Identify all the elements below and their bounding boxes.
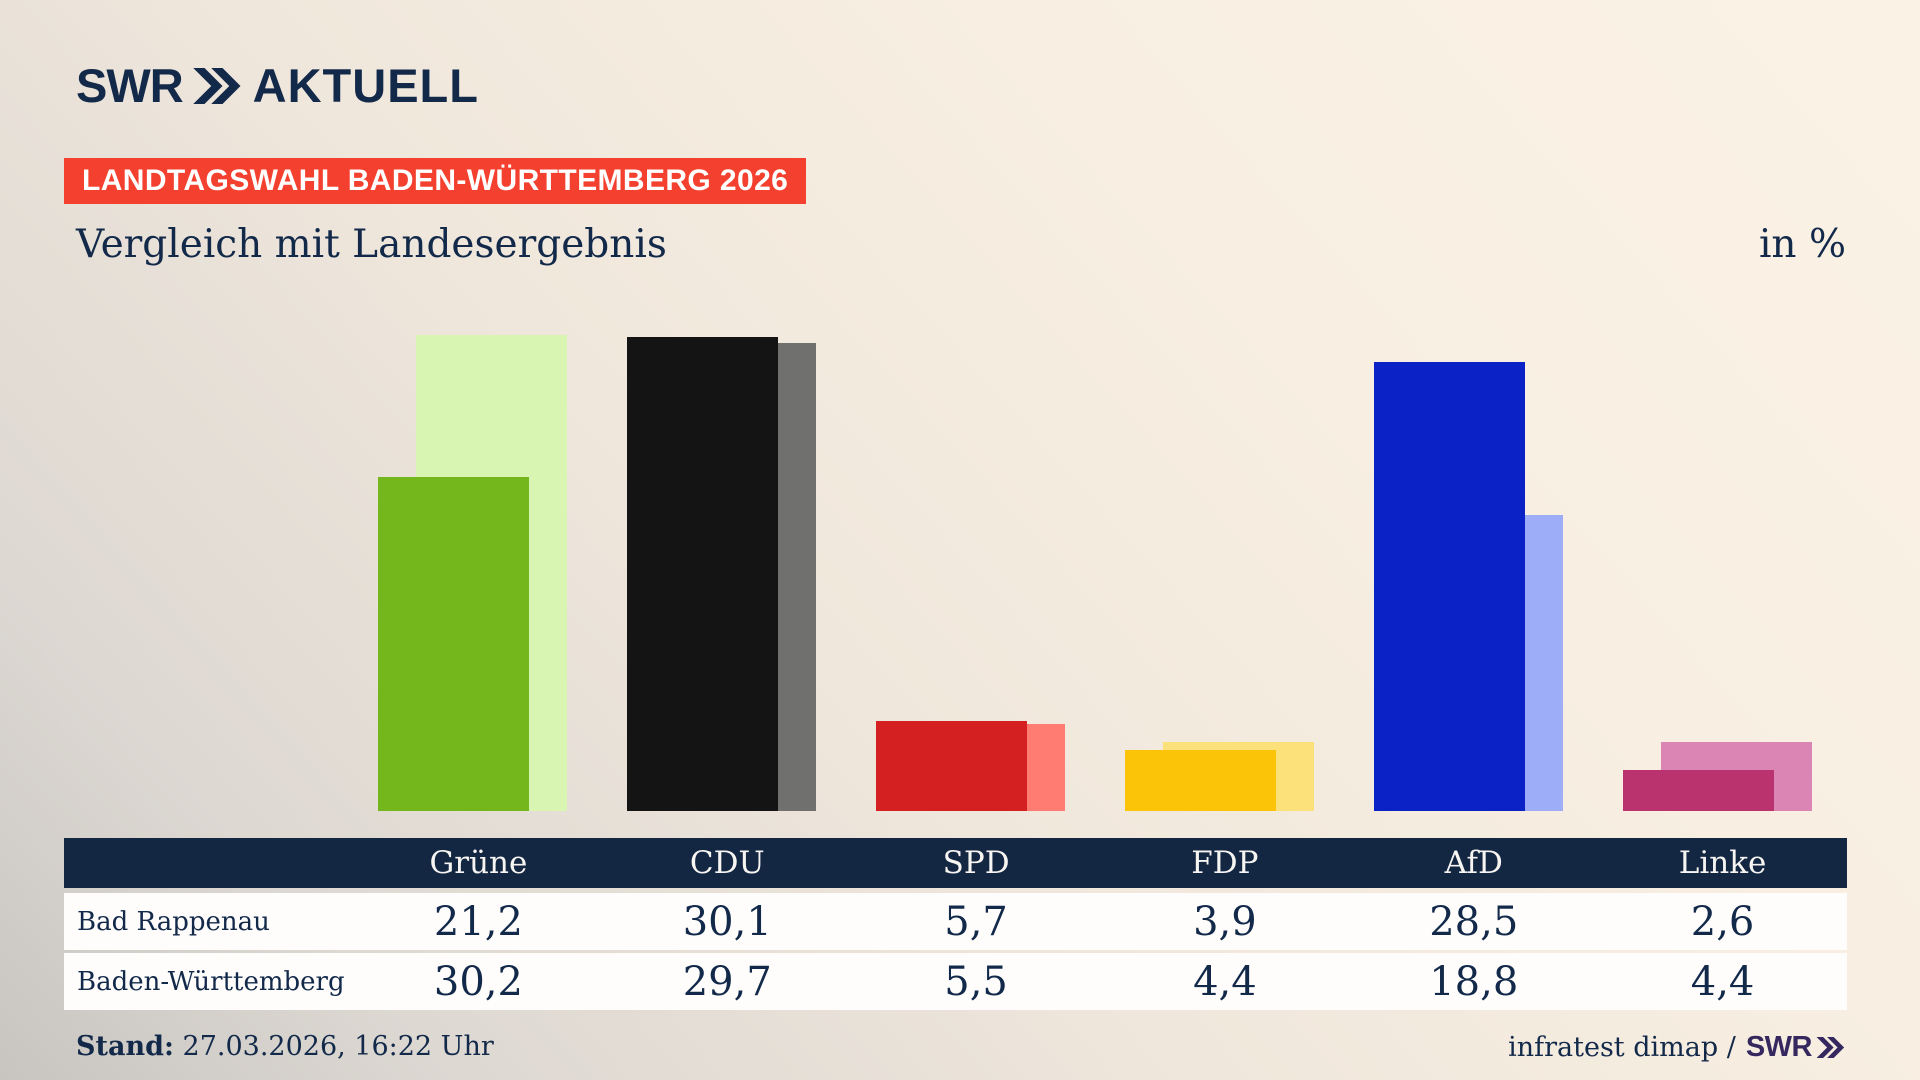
swr-chevrons-icon	[192, 67, 244, 104]
row-label: Bad Rappenau	[77, 906, 270, 937]
column-header-cdu: CDU	[689, 845, 765, 881]
value-cell: 3,9	[1193, 898, 1257, 945]
swr-footer-chevrons-icon	[1816, 1037, 1846, 1058]
bar-front-fdp	[1125, 750, 1276, 811]
value-cell: 28,5	[1429, 898, 1519, 945]
value-cell: 4,4	[1193, 958, 1257, 1005]
value-cell: 5,7	[944, 898, 1008, 945]
page-title: Vergleich mit Landesergebnis	[76, 222, 667, 267]
table-row: Baden-Württemberg 30,2 29,7 5,5 4,4 18,8…	[64, 953, 1847, 1010]
column-header-spd: SPD	[942, 845, 1010, 881]
bar-front-linke	[1623, 770, 1774, 811]
bar-front-grüne	[378, 477, 529, 811]
stand-label: Stand:	[76, 1031, 174, 1062]
value-cell: 18,8	[1429, 958, 1519, 1005]
bar-chart	[64, 0, 1847, 811]
swr-logo-suffix: AKTUELL	[252, 59, 479, 112]
election-banner: LANDTAGSWAHL BADEN-WÜRTTEMBERG 2026	[64, 158, 807, 204]
column-header-afd: AfD	[1444, 845, 1503, 881]
stand-value: 27.03.2026, 16:22 Uhr	[173, 1031, 494, 1062]
value-cell: 30,2	[433, 958, 523, 1005]
source-text: infratest dimap /	[1508, 1032, 1736, 1063]
swr-footer-logo: SWR	[1746, 1031, 1846, 1064]
swr-footer-logo-text: SWR	[1745, 1031, 1813, 1063]
value-cell: 2,6	[1690, 898, 1755, 945]
value-cell: 4,4	[1690, 958, 1755, 1005]
column-header-linke: Linke	[1678, 845, 1767, 881]
value-cell: 21,2	[433, 898, 523, 945]
unit-label: in %	[1758, 222, 1846, 267]
source-credit: infratest dimap / SWR	[1508, 1031, 1846, 1064]
column-header-fdp: FDP	[1191, 845, 1259, 881]
table-row: Bad Rappenau 21,2 30,1 5,7 3,9 28,5 2,6	[64, 893, 1847, 950]
table-header-row: Grüne CDU SPD FDP AfD Linke	[64, 838, 1847, 888]
value-cell: 30,1	[682, 898, 772, 945]
column-header-gruene: Grüne	[429, 845, 528, 881]
value-cell: 5,5	[944, 958, 1008, 1005]
bar-front-afd	[1374, 362, 1525, 811]
bar-front-cdu	[627, 337, 778, 811]
timestamp: Stand: 27.03.2026, 16:22 Uhr	[76, 1031, 494, 1062]
value-cell: 29,7	[682, 958, 772, 1005]
bar-front-spd	[876, 721, 1027, 811]
swr-aktuell-logo: SWR AKTUELL	[76, 62, 479, 109]
row-label: Baden-Württemberg	[77, 966, 345, 997]
results-table: Grüne CDU SPD FDP AfD Linke Bad Rappenau…	[64, 838, 1847, 1013]
swr-logo-text: SWR	[76, 59, 184, 112]
